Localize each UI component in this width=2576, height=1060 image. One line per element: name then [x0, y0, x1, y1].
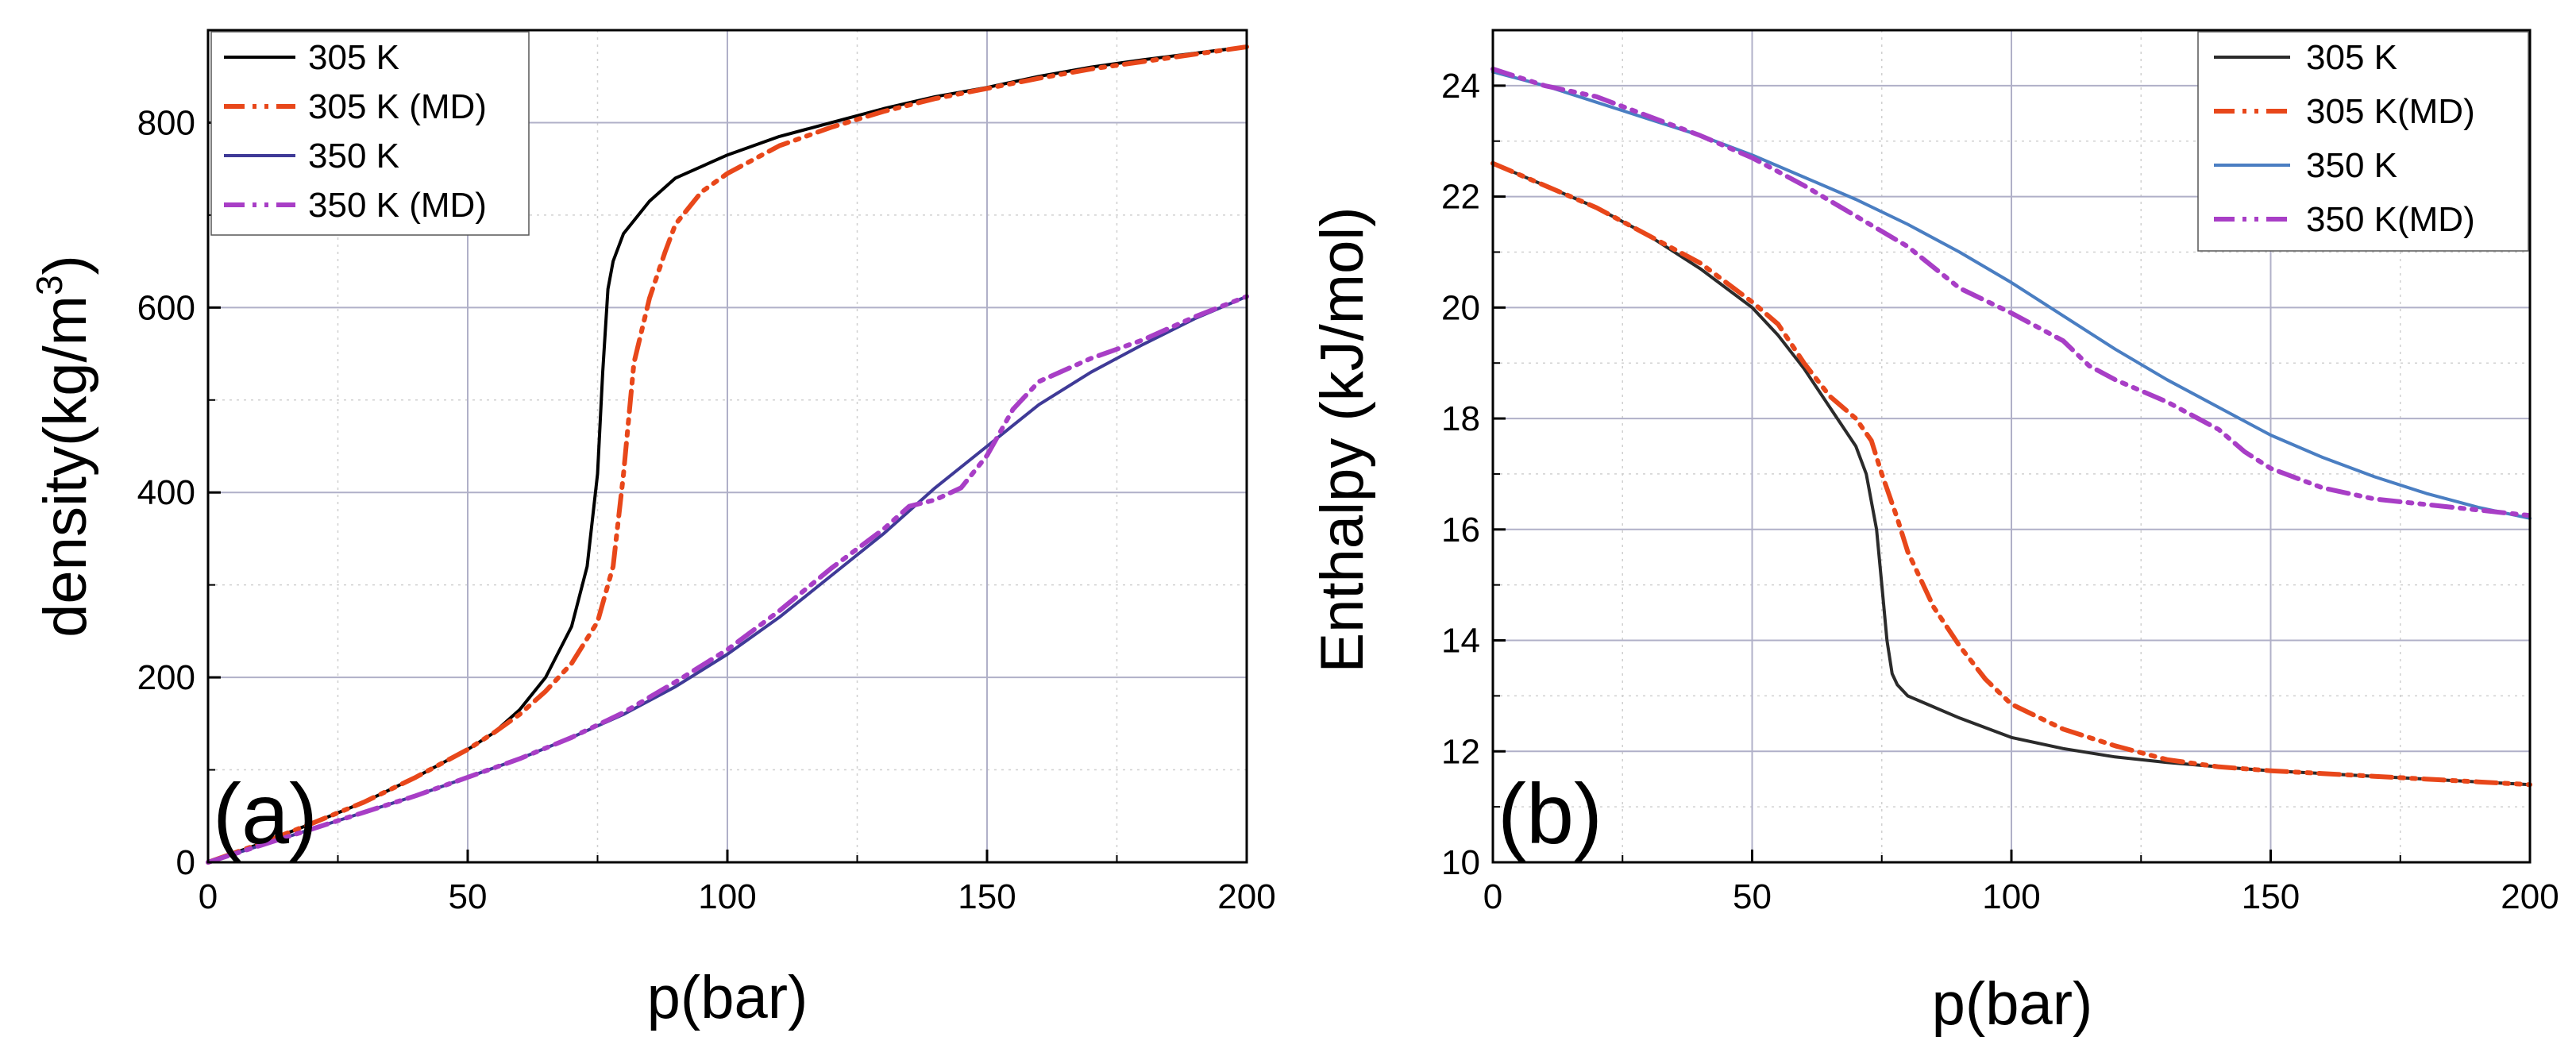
panel-b-ticks: 0 50 100 150 200 10 12 14 16 18 20 22 24 — [1441, 67, 2559, 916]
panel-a-x-tick-label: 200 — [1217, 877, 1275, 916]
panel-b-series-line-1 — [1490, 160, 2532, 788]
panel-a-label: (a) — [213, 765, 318, 861]
panel-b-x-axis-title: p(bar) — [1932, 970, 2093, 1038]
panel-a-y-axis-title-superscript: 3 — [29, 275, 70, 295]
panel-a-series-line-2 — [206, 295, 1248, 864]
panel-b-x-tick-label: 200 — [2501, 877, 2559, 916]
panel-a-y-tick-label: 200 — [137, 658, 195, 697]
panel-a-y-tick-label: 0 — [176, 843, 195, 882]
panel-b-legend-label-2: 350 K — [2306, 146, 2397, 185]
panel-b-y-tick-label: 20 — [1441, 288, 1480, 327]
panel-a-series-line-3 — [206, 294, 1249, 865]
panel-b-y-axis-title: Enthalpy (kJ/mol) — [1309, 206, 1376, 673]
panel-b-series-line-3 — [1490, 66, 2532, 518]
panel-b-x-tick-label: 150 — [2242, 877, 2300, 916]
panel-b-y-tick-label: 18 — [1441, 399, 1480, 438]
panel-b-series-line-2 — [1491, 70, 2532, 520]
panel-a-legend: 305 K 305 K (MD) 350 K 350 K (MD) — [210, 31, 530, 236]
panel-b-legend: 305 K 305 K(MD) 350 K 350 K(MD) — [2197, 31, 2529, 252]
panel-a: 0 50 100 150 200 0 200 400 600 800 p(bar) density… — [29, 29, 1276, 1031]
panel-a-y-tick-label: 800 — [137, 103, 195, 142]
panel-b-y-tick-label: 12 — [1441, 732, 1480, 771]
panel-a-legend-label-0: 305 K — [308, 38, 399, 77]
panel-a-x-tick-label: 150 — [958, 877, 1016, 916]
panel-a-x-tick-label: 50 — [449, 877, 488, 916]
panel-b-label: (b) — [1498, 765, 1602, 861]
panel-a-y-axis-title-main: density(kg/m — [32, 295, 99, 638]
panel-a-legend-label-1: 305 K (MD) — [308, 87, 487, 126]
panel-b-legend-box — [2197, 31, 2529, 252]
panel-b-y-tick-label: 10 — [1441, 843, 1480, 882]
panel-b-y-tick-label: 14 — [1441, 622, 1480, 661]
panel-b-y-tick-label: 22 — [1441, 178, 1480, 217]
panel-b-series — [1490, 66, 2532, 788]
panel-a-y-tick-label: 600 — [137, 288, 195, 327]
panel-b-legend-label-1: 305 K(MD) — [2306, 92, 2475, 131]
panel-a-x-tick-label: 100 — [698, 877, 756, 916]
panel-a-legend-box — [210, 31, 530, 236]
panel-a-x-axis-title: p(bar) — [647, 964, 808, 1031]
panel-b-x-tick-label: 100 — [1982, 877, 2040, 916]
panel-a-ticks: 0 50 100 150 200 0 200 400 600 800 — [137, 103, 1276, 916]
panel-b-x-tick-label: 50 — [1733, 877, 1772, 916]
panel-a-x-tick-label: 0 — [199, 877, 218, 916]
panel-a-legend-label-2: 350 K — [308, 137, 399, 175]
panel-a-series-line-1 — [206, 44, 1249, 865]
panel-a-y-axis-title-close: ) — [32, 255, 99, 275]
panel-b: 0 50 100 150 200 10 12 14 16 18 20 22 24 p(bar) Enth… — [1309, 29, 2559, 1038]
panel-b-y-tick-label: 16 — [1441, 511, 1480, 549]
panel-b-x-tick-label: 0 — [1483, 877, 1502, 916]
panel-b-y-tick-label: 24 — [1441, 67, 1480, 106]
panel-a-y-tick-label: 400 — [137, 473, 195, 512]
panel-b-legend-label-3: 350 K(MD) — [2306, 200, 2475, 239]
panel-b-legend-label-0: 305 K — [2306, 38, 2397, 77]
panel-a-y-axis-title: density(kg/m3) — [29, 255, 99, 638]
panel-a-series — [206, 44, 1249, 865]
panel-a-legend-label-3: 350 K (MD) — [308, 186, 487, 225]
